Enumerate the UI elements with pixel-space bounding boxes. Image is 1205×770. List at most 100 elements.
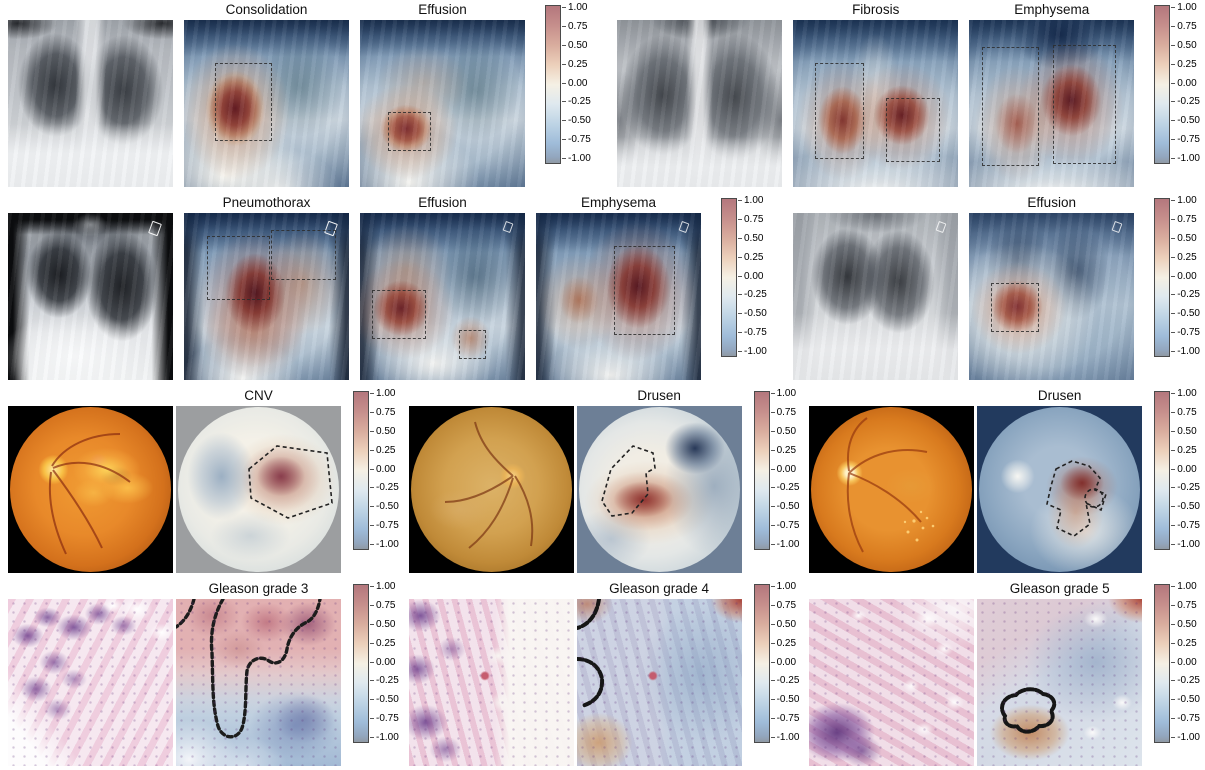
colorbar-tick-label: -0.75 — [370, 714, 399, 724]
colorbar-tick-label: 0.00 — [771, 657, 800, 668]
panel-group: Gleason grade 5 1.00 0.75 0.50 0.25 0.00 -0.2… — [809, 579, 1200, 766]
panel-title: Gleason grade 4 — [609, 581, 709, 596]
panel-group: Gleason grade 4 1.00 0.75 0.50 0.25 0.00 -0.2… — [408, 579, 800, 766]
panel-group: Drusen 1.00 0.75 0.50 0.25 0.00 -0.25 -0.50 -0.… — [809, 386, 1200, 573]
colorbar-tick-label: 1.00 — [738, 196, 767, 206]
colorbar-labels: 1.00 0.75 0.50 0.25 0.00 -0.25 -0.50 -0.75 -1.00 — [562, 3, 591, 164]
panel-title — [409, 579, 574, 599]
colorbar-gradient — [721, 198, 737, 357]
colorbar-tick-label: -0.75 — [1171, 135, 1200, 145]
colorbar-tick-label: -1.00 — [370, 540, 399, 550]
panel-title — [8, 0, 173, 20]
annotation-box — [814, 63, 865, 159]
panel-title: Gleason grade 5 — [1009, 581, 1110, 596]
heatmap-panel-effusion: Effusion — [360, 193, 525, 380]
saliency-heatmap — [184, 20, 349, 187]
colorbar-tick-label: 0.25 — [370, 445, 399, 456]
heatmap-panel-emphysema: Emphysema — [536, 193, 701, 380]
heatmap-panel-drusen: Drusen — [977, 386, 1143, 573]
panel-title: Drusen — [637, 388, 681, 403]
colorbar-tick-label: 0.00 — [370, 657, 399, 668]
colorbar-tick-label: 1.00 — [562, 3, 591, 13]
saliency-heatmap — [176, 599, 341, 766]
colorbar-tick-label: 0.25 — [1171, 445, 1200, 456]
lesion-contour — [576, 599, 604, 708]
colorbar: 1.00 0.75 0.50 0.25 0.00 -0.25 -0.50 -0.75 -1.00 — [353, 389, 399, 573]
annotation-outline — [1046, 460, 1108, 537]
heatmap-panel-gleason-4: Gleason grade 4 — [576, 579, 742, 766]
colorbar: 1.00 0.75 0.50 0.25 0.00 -0.25 -0.50 -0.75 -1.00 — [1154, 582, 1200, 766]
retina-disc — [811, 407, 973, 572]
panel-title — [809, 386, 974, 406]
colorbar-tick-label: -0.75 — [771, 714, 800, 724]
colorbar-tick-label: -0.75 — [1171, 328, 1200, 338]
colorbar: 1.00 0.75 0.50 0.25 0.00 -0.25 -0.50 -0.75 -1.00 — [353, 582, 399, 766]
xray-photo-panel — [793, 193, 959, 380]
heatmap-panel-fibrosis: Fibrosis — [793, 0, 959, 187]
panel-group: Consolidation Effusion 1.00 0.75 0.50 0.25 0… — [8, 0, 591, 187]
colorbar-tick-label: 1.00 — [1171, 389, 1200, 399]
colorbar-tick-label: -0.25 — [1171, 483, 1200, 493]
panel-title: Emphysema — [1014, 2, 1090, 17]
colorbar-tick-label: 0.75 — [771, 600, 800, 611]
saliency-heatmap — [793, 20, 959, 187]
heatmap-panel-gleason-3: Gleason grade 3 — [176, 579, 341, 766]
panel-title — [809, 579, 974, 599]
colorbar-tick-label: 0.00 — [1171, 464, 1200, 475]
saliency-heatmap — [576, 599, 742, 766]
panel-title: Effusion — [418, 195, 467, 210]
colorbar-tick-label: 0.25 — [562, 59, 591, 70]
colorbar-tick-label: 0.75 — [370, 407, 399, 418]
colorbar-tick-label: -1.00 — [562, 154, 591, 164]
colorbar-tick-label: -1.00 — [1171, 347, 1200, 357]
colorbar-tick-label: 0.00 — [370, 464, 399, 475]
colorbar-tick-label: 0.75 — [771, 407, 800, 418]
panel-title — [409, 386, 574, 406]
colorbar-tick-label: 0.75 — [1171, 214, 1200, 225]
colorbar-gradient — [353, 584, 369, 743]
annotation-box — [990, 283, 1039, 332]
fundus-image — [408, 406, 574, 573]
colorbar-tick-label: -0.50 — [1171, 502, 1200, 512]
vessel-lines — [846, 417, 935, 553]
heatmap-panel-effusion: Effusion — [360, 0, 525, 187]
panel-title — [617, 0, 782, 20]
colorbar-tick-label: -0.75 — [1171, 521, 1200, 531]
heatmap-panel-drusen: Drusen — [576, 386, 742, 573]
panel-group: Fibrosis Emphysema 1.00 0.75 0.50 0.25 0.00 -… — [617, 0, 1200, 187]
saliency-heatmap — [969, 20, 1135, 187]
panel-title: Consolidation — [225, 2, 308, 17]
panel-title: Drusen — [1037, 388, 1082, 403]
colorbar-tick-label: 0.00 — [1171, 657, 1200, 668]
panel-title: Fibrosis — [852, 2, 900, 17]
panel-title: Effusion — [418, 2, 467, 17]
colorbar-tick-label: -1.00 — [370, 733, 399, 743]
colorbar: 1.00 0.75 0.50 0.25 0.00 -0.25 -0.50 -0.75 -1.00 — [753, 389, 800, 573]
colorbar-tick-label: 1.00 — [771, 389, 800, 399]
colorbar-labels: 1.00 0.75 0.50 0.25 0.00 -0.25 -0.50 -0.75 -1.00 — [738, 196, 767, 357]
colorbar-tick-label: 0.50 — [738, 233, 767, 244]
colorbar-tick-label: 1.00 — [370, 389, 399, 399]
colorbar-tick-label: -0.50 — [1171, 695, 1200, 705]
colorbar: 1.00 0.75 0.50 0.25 0.00 -0.25 -0.50 -0.75 -1.00 — [1154, 196, 1200, 380]
annotation-box — [613, 246, 675, 336]
heatmap-panel-pneumothorax: Pneumothorax — [184, 193, 349, 380]
colorbar-gradient — [1154, 391, 1171, 550]
retina-disc — [979, 407, 1141, 572]
heatmap-panel-effusion: Effusion — [969, 193, 1135, 380]
colorbar-tick-label: -1.00 — [738, 347, 767, 357]
panel-title — [8, 193, 173, 213]
panel-group: Gleason grade 3 1.00 0.75 0.50 0.25 0.00 -0.2… — [8, 579, 399, 766]
colorbar-tick-label: 0.50 — [1171, 40, 1200, 51]
saliency-heatmap — [977, 599, 1143, 766]
saliency-heatmap — [176, 406, 341, 573]
annotation-box — [459, 329, 486, 359]
colorbar-labels: 1.00 0.75 0.50 0.25 0.00 -0.25 -0.50 -0.75 -1.00 — [1171, 3, 1200, 164]
colorbar-gradient — [753, 584, 770, 743]
heatmap-panel-consolidation: Consolidation — [184, 0, 349, 187]
saliency-heatmap — [536, 213, 701, 380]
colorbar-tick-label: -0.50 — [738, 309, 767, 319]
colorbar-tick-label: 0.00 — [738, 271, 767, 282]
colorbar-tick-label: -0.25 — [370, 676, 399, 686]
annotation-box — [207, 236, 271, 301]
